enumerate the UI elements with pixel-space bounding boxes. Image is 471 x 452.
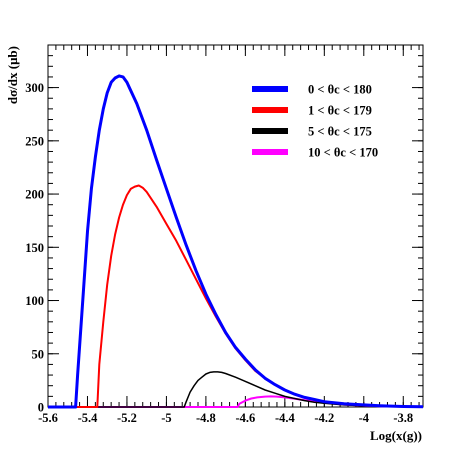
x-tick-label: -3.8: [393, 411, 413, 425]
tick-labels: -5.6 -5.4 -5.2 -5 -4.8 -4.6 -4.4 -4.2 -4 -3.8 0 50 1…: [25, 81, 413, 425]
y-tick-label: 50: [32, 347, 45, 361]
series-lines: [48, 74, 424, 409]
y-tick-label: 200: [25, 188, 44, 202]
x-tick-label: -4.6: [235, 411, 255, 425]
x-tick-label: -4.4: [275, 411, 296, 425]
x-axis-title: Log(x(g)): [370, 428, 422, 443]
series-line-2: [48, 184, 424, 408]
x-tick-label: -5: [161, 411, 171, 425]
legend-label-2: 1 < θc < 179: [308, 104, 372, 118]
x-tick-label: -5.6: [38, 411, 58, 425]
x-tick-label: -4.8: [196, 411, 216, 425]
legend-label-1: 0 < θc < 180: [308, 83, 372, 97]
legend-label-4: 10 < θc < 170: [308, 146, 378, 160]
legend-swatch-2: [252, 107, 288, 113]
x-tick-label: -5.4: [78, 411, 99, 425]
y-axis-title: dσ/dx (μb): [5, 46, 20, 104]
series-line-1: [48, 74, 424, 409]
y-tick-label: 0: [38, 401, 44, 415]
legend-swatch-3: [252, 128, 288, 134]
y-tick-label: 250: [25, 134, 44, 148]
y-tick-label: 300: [25, 81, 44, 95]
legend-swatch-1: [252, 86, 288, 92]
legend-swatch-4: [252, 149, 288, 155]
legend-label-3: 5 < θc < 175: [308, 125, 372, 139]
x-tick-label: -5.2: [117, 411, 137, 425]
x-tick-label: -4: [359, 411, 370, 425]
y-tick-label: 100: [25, 294, 44, 308]
y-tick-label: 150: [25, 241, 44, 255]
series-line-3: [48, 371, 424, 408]
x-tick-label: -4.2: [314, 411, 334, 425]
legend: 0 < θc < 180 1 < θc < 179 5 < θc < 175 10 <…: [252, 83, 378, 160]
